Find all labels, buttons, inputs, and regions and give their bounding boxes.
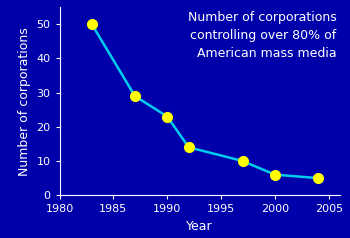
Text: Number of corporations
controlling over 80% of
American mass media: Number of corporations controlling over … xyxy=(188,11,337,60)
Y-axis label: Number of corporations: Number of corporations xyxy=(18,27,31,176)
X-axis label: Year: Year xyxy=(186,220,213,233)
